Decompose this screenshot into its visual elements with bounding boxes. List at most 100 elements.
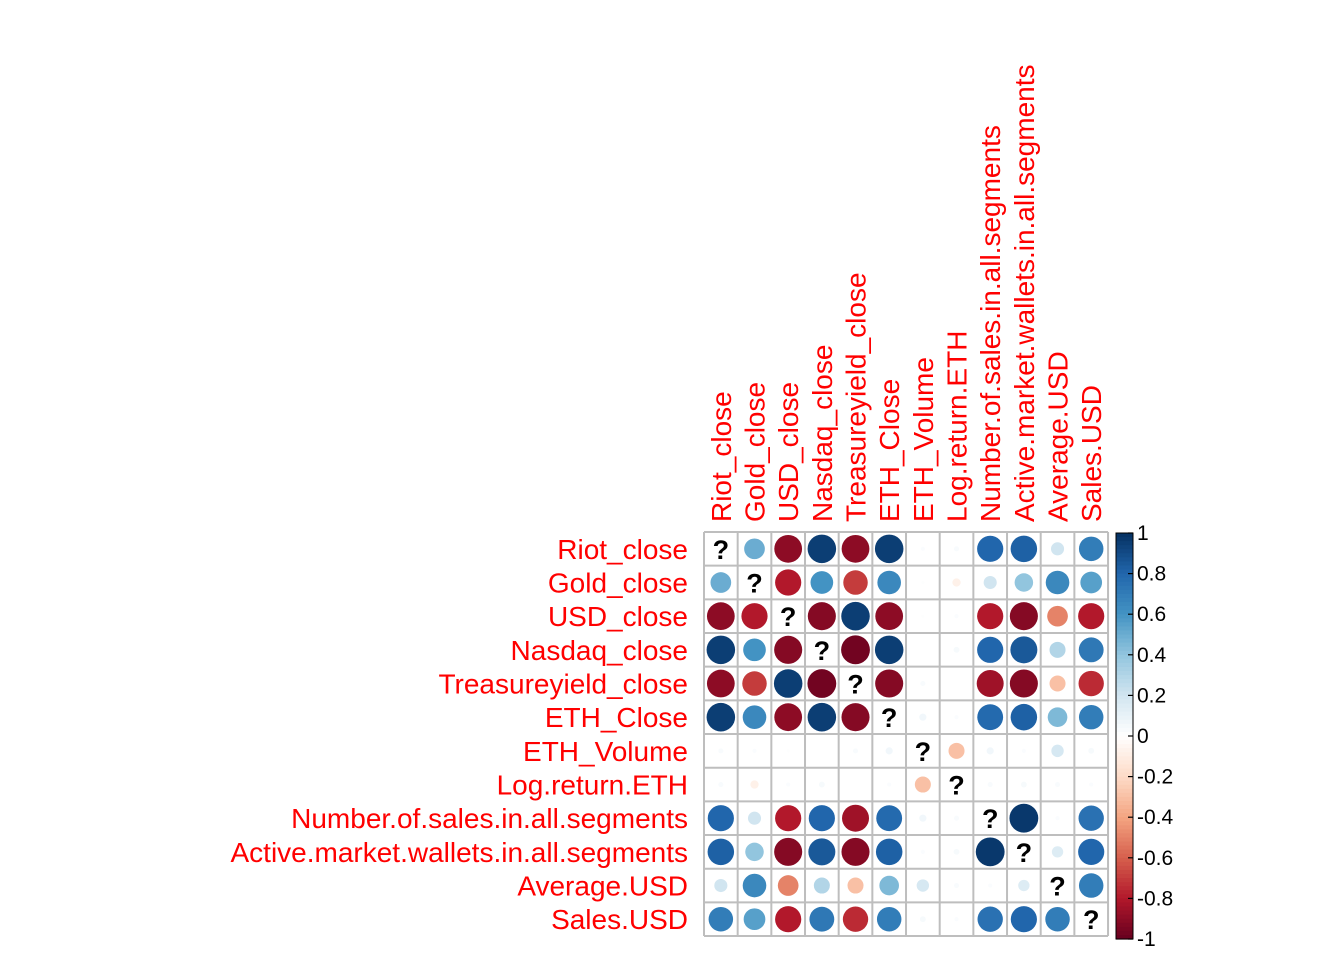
- correlation-circle: [922, 649, 924, 651]
- colorbar-segment: [1116, 666, 1133, 672]
- colorbar-segment: [1116, 610, 1133, 615]
- row-label: Average.USD: [517, 871, 688, 902]
- correlation-circle: [706, 669, 735, 698]
- colorbar-segment: [1116, 865, 1133, 871]
- colorbar-segment: [1116, 926, 1133, 932]
- na-cell-marker: ?: [746, 569, 763, 599]
- colorbar-segment: [1116, 764, 1133, 770]
- colorbar-segment: [1116, 569, 1133, 575]
- colorbar-segment: [1116, 715, 1133, 721]
- correlation-circle: [1047, 605, 1068, 627]
- row-label: ETH_Close: [545, 702, 688, 733]
- correlation-circle: [807, 702, 837, 732]
- column-label: USD_close: [773, 382, 804, 522]
- correlation-circle: [810, 571, 834, 594]
- correlation-circle: [1010, 906, 1037, 933]
- correlation-circle: [1051, 744, 1064, 758]
- colorbar-segment: [1116, 549, 1133, 554]
- colorbar-segment: [1116, 695, 1133, 701]
- correlation-circle: [976, 670, 1004, 698]
- correlation-circle: [718, 748, 724, 754]
- correlation-circle: [786, 782, 791, 787]
- correlation-circle: [1009, 602, 1038, 631]
- correlation-circle: [879, 875, 900, 896]
- row-label: Sales.USD: [551, 904, 688, 935]
- correlation-circle: [1018, 879, 1030, 892]
- correlation-circle: [841, 635, 870, 665]
- colorbar-segment: [1116, 662, 1133, 668]
- colorbar-segment: [1116, 541, 1133, 546]
- colorbar-tick-label: -0.2: [1137, 766, 1173, 789]
- correlation-circle: [774, 703, 803, 732]
- colorbar-segment: [1116, 833, 1133, 839]
- correlation-circle: [818, 781, 825, 788]
- correlation-circle: [1045, 906, 1070, 932]
- colorbar-segment: [1116, 878, 1133, 883]
- column-label: Number.of.sales.in.all.segments: [975, 125, 1006, 522]
- correlation-circle: [1021, 748, 1026, 753]
- correlation-circle: [875, 602, 904, 631]
- colorbar-tick-label: -0.6: [1137, 847, 1173, 870]
- correlation-circle: [920, 849, 925, 854]
- correlation-circle: [808, 838, 836, 866]
- correlation-circle: [953, 848, 960, 855]
- colorbar-segment: [1116, 683, 1133, 688]
- correlation-circle: [987, 781, 993, 788]
- correlation-circle: [706, 702, 736, 732]
- correlation-circle: [954, 715, 959, 720]
- correlation-circle: [1050, 542, 1065, 556]
- colorbar-segment: [1116, 634, 1133, 640]
- correlation-circle: [953, 646, 960, 653]
- correlation-circle: [1045, 570, 1070, 595]
- colorbar-tick-label: 0: [1137, 725, 1149, 748]
- correlation-circle: [706, 602, 735, 631]
- colorbar-segment: [1116, 906, 1133, 912]
- correlation-circle: [1080, 571, 1103, 594]
- correlation-circle: [745, 842, 764, 862]
- na-cell-marker: ?: [881, 703, 898, 733]
- colorbar-segment: [1116, 744, 1133, 749]
- correlation-circle: [921, 581, 925, 584]
- correlation-circle: [1009, 669, 1038, 698]
- row-label: USD_close: [548, 601, 688, 632]
- correlation-circle: [988, 883, 993, 888]
- colorbar-segment: [1116, 561, 1133, 567]
- colorbar-segment: [1116, 687, 1133, 692]
- colorbar-segment: [1116, 585, 1133, 591]
- correlation-circle: [1047, 707, 1068, 728]
- colorbar-segment: [1116, 760, 1133, 766]
- column-label: ETH_Volume: [908, 357, 939, 522]
- na-cell-marker: ?: [982, 804, 999, 834]
- row-label: Active.market.wallets.in.all.segments: [230, 837, 688, 868]
- colorbar-segment: [1116, 829, 1133, 835]
- colorbar-segment: [1116, 691, 1133, 696]
- correlation-circle: [920, 680, 926, 687]
- correlation-circle: [954, 614, 959, 619]
- colorbar-tick-label: 0.4: [1137, 644, 1167, 667]
- colorbar-segment: [1116, 776, 1133, 782]
- colorbar-tick-label: 0.8: [1137, 563, 1166, 586]
- correlation-circle: [774, 635, 803, 664]
- row-label: ETH_Volume: [523, 736, 688, 767]
- correlation-circle: [841, 703, 870, 732]
- correlation-circle: [1078, 603, 1105, 630]
- colorbar-segment: [1116, 545, 1133, 550]
- correlation-circle: [1049, 675, 1066, 692]
- correlation-circle: [808, 805, 835, 832]
- colorbar-segment: [1116, 857, 1133, 863]
- correlation-circle: [1089, 782, 1094, 787]
- colorbar-segment: [1116, 719, 1133, 725]
- correlation-circle: [841, 837, 870, 866]
- correlation-circle: [977, 535, 1004, 562]
- na-cell-marker: ?: [1083, 905, 1100, 935]
- correlation-circle: [774, 534, 803, 563]
- correlation-circle: [975, 837, 1005, 867]
- na-cell-marker: ?: [780, 602, 797, 632]
- column-label: Sales.USD: [1076, 385, 1107, 522]
- colorbar-segment: [1116, 788, 1133, 794]
- correlation-circle: [1078, 637, 1104, 663]
- correlation-circle: [1078, 670, 1104, 697]
- column-label: Log.return.ETH: [942, 331, 973, 522]
- colorbar-segment: [1116, 618, 1133, 623]
- colorbar-segment: [1116, 845, 1133, 851]
